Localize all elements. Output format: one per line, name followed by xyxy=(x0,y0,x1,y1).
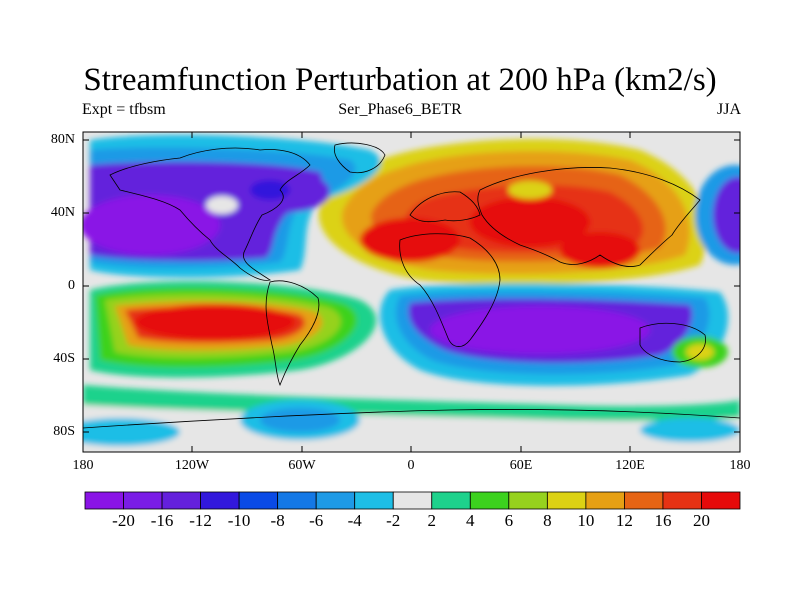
season-label: JJA xyxy=(716,101,741,118)
lon-label-0: 0 xyxy=(407,458,415,473)
colorbar-swatch xyxy=(431,491,471,510)
lon-label-180w: 180 xyxy=(72,458,94,473)
colorbar-label: -2 xyxy=(386,511,401,530)
colorbar-label: 10 xyxy=(577,511,595,530)
colorbar-label: 8 xyxy=(543,511,552,530)
colorbar-label: -12 xyxy=(189,511,212,530)
lon-label-60w: 60W xyxy=(288,458,316,473)
lon-label-180e: 180 xyxy=(729,458,751,473)
colorbar-label: -20 xyxy=(112,511,135,530)
colorbar-swatch xyxy=(84,491,124,510)
colorbar-label: -10 xyxy=(227,511,251,530)
lat-label-80s: 80S xyxy=(53,424,75,439)
lat-label-40s: 40S xyxy=(53,351,75,366)
colorbar-label: -8 xyxy=(270,511,285,530)
colorbar-label: 4 xyxy=(466,511,475,530)
colorbar-swatch xyxy=(392,491,433,510)
lat-label-80n: 80N xyxy=(50,132,75,147)
colorbar-swatch xyxy=(662,491,702,510)
colorbar-label: 20 xyxy=(692,511,710,530)
colorbar-swatch xyxy=(701,491,741,510)
colorbar-swatch xyxy=(624,491,664,510)
colorbar-label: 2 xyxy=(427,511,437,530)
experiment-label: Expt = tfbsm xyxy=(82,101,166,118)
contour-field xyxy=(83,132,740,452)
colorbar-label: -6 xyxy=(309,511,324,530)
colorbar-label: 6 xyxy=(504,511,514,530)
lat-label-40n: 40N xyxy=(50,205,75,220)
lon-label-60e: 60E xyxy=(509,458,533,473)
colorbar-swatch xyxy=(277,491,317,510)
lon-label-120w: 120W xyxy=(174,458,210,473)
colorbar-swatch xyxy=(508,491,548,510)
colorbar-swatch xyxy=(585,491,625,510)
lat-label-0: 0 xyxy=(68,278,75,293)
run-label: Ser_Phase6_BETR xyxy=(338,101,462,118)
colorbar-label: 12 xyxy=(615,511,633,530)
colorbar xyxy=(84,491,741,510)
colorbar-swatch xyxy=(315,491,356,510)
colorbar-label: -16 xyxy=(150,511,174,530)
plot-title: Streamfunction Perturbation at 200 hPa (… xyxy=(83,62,717,98)
colorbar-label: 16 xyxy=(654,511,672,530)
lon-label-120e: 120E xyxy=(615,458,645,473)
colorbar-swatch xyxy=(546,491,587,510)
colorbar-swatch xyxy=(238,491,279,510)
colorbar-swatch xyxy=(161,491,201,510)
colorbar-swatch xyxy=(200,491,240,510)
map-frame xyxy=(82,131,741,453)
colorbar-swatch xyxy=(123,491,163,510)
colorbar-swatch xyxy=(354,491,394,510)
coastlines xyxy=(83,142,740,429)
colorbar-label: -4 xyxy=(347,511,362,530)
colorbar-swatch xyxy=(469,491,510,510)
